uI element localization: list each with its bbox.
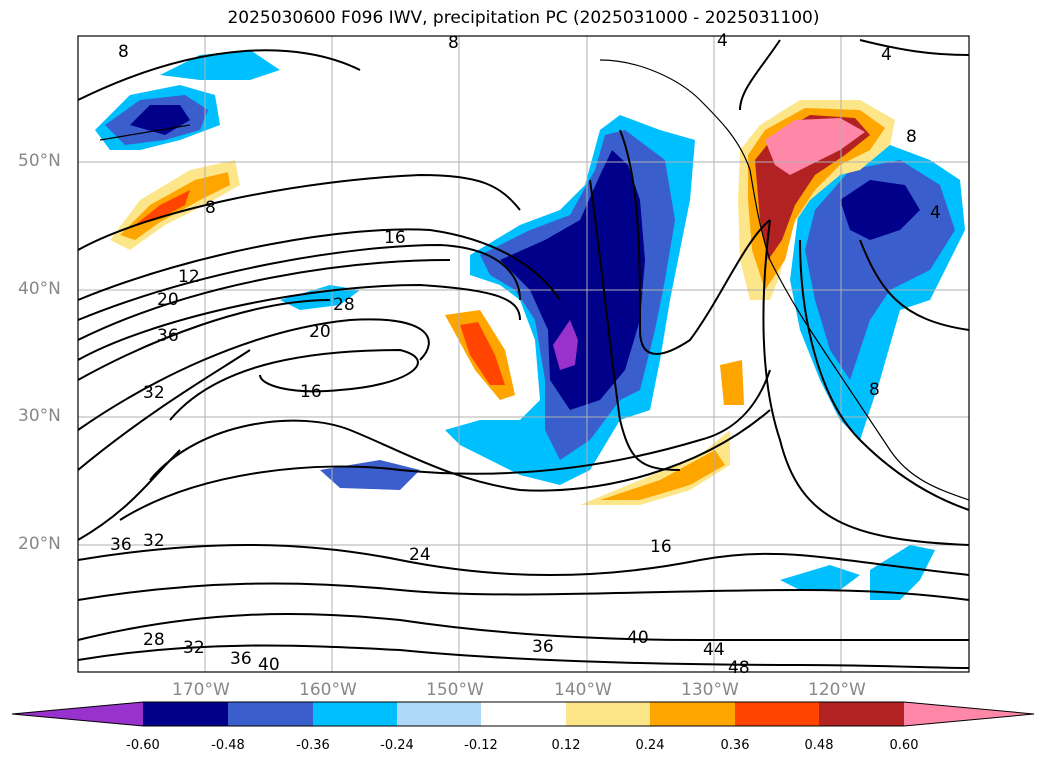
contour-label: 16 <box>300 382 322 402</box>
contour-label: 8 <box>118 42 129 62</box>
contour-label: 36 <box>230 649 252 669</box>
lat-label-20n: 20°N <box>18 534 61 554</box>
contour-label: 28 <box>143 630 165 650</box>
colorbar-tick: -0.48 <box>211 738 245 753</box>
pos-fill-small <box>720 360 744 405</box>
contour-label: 32 <box>143 383 165 403</box>
contour-label: 8 <box>448 33 459 53</box>
pos-fill-ne-pink <box>765 118 865 175</box>
colorbar-bin <box>313 702 397 726</box>
contour-label: 8 <box>205 198 216 218</box>
colorbar-bin <box>735 702 819 726</box>
lon-label-150w: 150°W <box>426 680 484 700</box>
positive-anomaly-fills <box>110 100 895 505</box>
colorbar-tick: 0.12 <box>551 738 581 753</box>
colorbar-max-extend <box>904 702 1034 726</box>
colorbar-bin <box>819 702 904 726</box>
lon-label-120w: 120°W <box>808 680 866 700</box>
colorbar-tick: -0.36 <box>296 738 330 753</box>
lat-label-30n: 30°N <box>18 406 61 426</box>
colorbar-bin <box>650 702 735 726</box>
colorbar-bin <box>397 702 481 726</box>
contour-label: 36 <box>157 326 179 346</box>
colorbar-tick: -0.60 <box>126 738 160 753</box>
iwv-contours <box>77 39 970 669</box>
coastlines <box>99 59 970 501</box>
map-title: 2025030600 F096 IWV, precipitation PC (2… <box>227 8 820 28</box>
contour-label: 32 <box>183 638 205 658</box>
contour-label: 36 <box>110 535 132 555</box>
contour-label: 12 <box>178 267 200 287</box>
contour-label: 20 <box>309 322 331 342</box>
contour-label: 48 <box>728 658 750 678</box>
neg-fill-east-2 <box>805 160 955 380</box>
pos-fill-nw-3 <box>135 190 190 225</box>
colorbar-outline <box>11 701 1035 727</box>
colorbar-bin <box>228 702 313 726</box>
contour-label: 8 <box>869 380 880 400</box>
neg-fill-east-3 <box>840 180 920 240</box>
contour-label: 40 <box>627 628 649 648</box>
contour-label: 4 <box>717 31 728 51</box>
neg-fill-purple <box>553 320 578 370</box>
colorbar-bin <box>481 702 566 726</box>
map-frame <box>77 35 970 673</box>
colorbar-tick: 0.48 <box>804 738 834 753</box>
lon-label-160w: 160°W <box>299 680 357 700</box>
lon-label-170w: 170°W <box>172 680 230 700</box>
neg-fill-mid <box>280 285 360 310</box>
contour-label: 16 <box>650 537 672 557</box>
colorbar-tick: 0.24 <box>635 738 665 753</box>
pos-fill-se-2 <box>600 450 725 500</box>
neg-fill-south <box>320 460 420 490</box>
colorbar-tick: 0.60 <box>889 738 919 753</box>
contour-label: 24 <box>409 545 431 565</box>
lat-label-40n: 40°N <box>18 279 61 299</box>
contour-label: 4 <box>930 203 941 223</box>
contour-label: 16 <box>384 228 406 248</box>
neg-fill-central-3 <box>500 150 645 410</box>
contour-label: 36 <box>532 637 554 657</box>
colorbar-min-extend <box>12 702 143 726</box>
lon-label-130w: 130°W <box>681 680 739 700</box>
contour-label: 44 <box>703 640 725 660</box>
colorbar-tick: 0.36 <box>720 738 750 753</box>
contour-label: 20 <box>157 290 179 310</box>
contour-label: 40 <box>258 655 280 675</box>
pos-fill-mid-2 <box>460 322 505 385</box>
pos-fill-se <box>580 430 730 505</box>
colorbar <box>11 701 1035 727</box>
lon-label-140w: 140°W <box>554 680 612 700</box>
colorbar-bin <box>143 702 228 726</box>
colorbar-tick: -0.12 <box>464 738 498 753</box>
contour-label: 32 <box>143 531 165 551</box>
colorbar-tick: -0.24 <box>380 738 414 753</box>
lat-label-50n: 50°N <box>18 151 61 171</box>
graticule <box>78 36 969 672</box>
contour-label: 8 <box>906 127 917 147</box>
contour-label: 28 <box>333 295 355 315</box>
neg-fill-top <box>160 50 280 80</box>
colorbar-bin <box>566 702 650 726</box>
contour-label: 4 <box>881 45 892 65</box>
neg-fill-se2 <box>870 545 935 600</box>
neg-fill-south-east <box>780 565 860 590</box>
